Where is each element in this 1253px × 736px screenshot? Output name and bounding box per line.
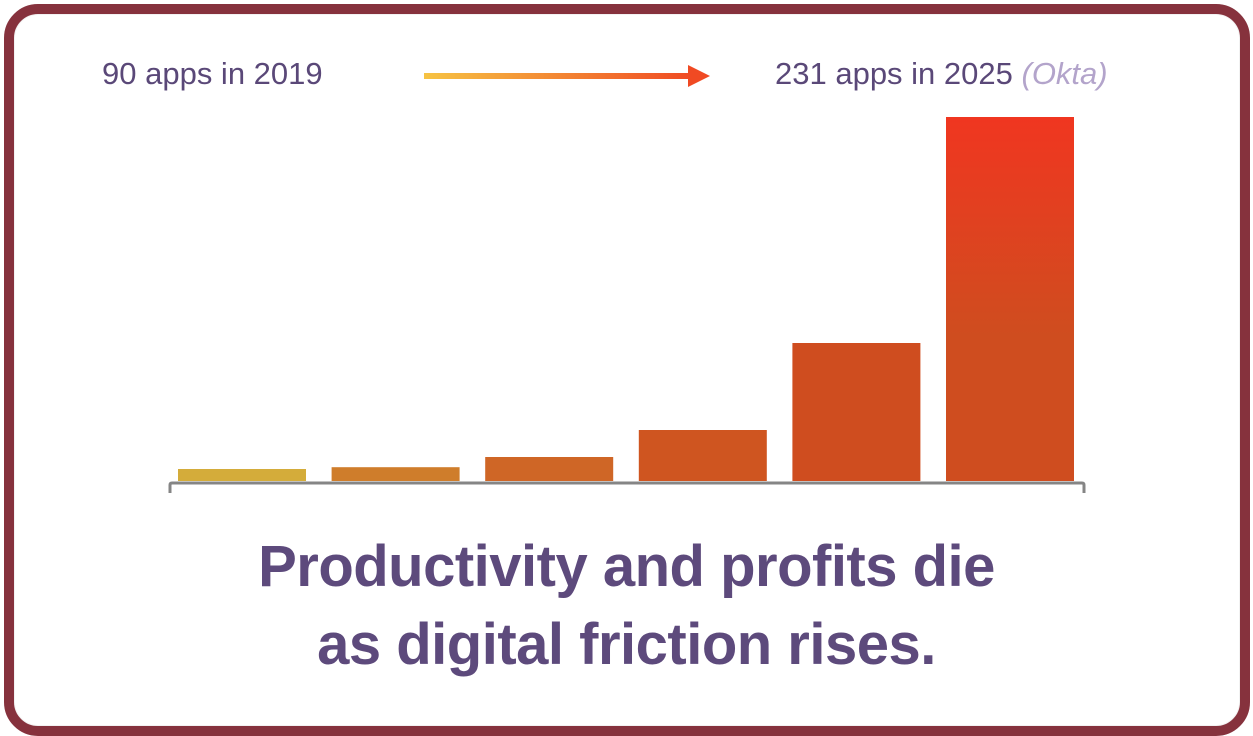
- start-count-label: 90 apps in 2019: [102, 56, 323, 91]
- headline-line-1: Productivity and profits die: [258, 534, 995, 599]
- headline: Productivity and profits die as digital …: [0, 528, 1253, 684]
- source-note: (Okta): [1021, 56, 1108, 91]
- end-count-text: 231 apps in 2025: [775, 56, 1013, 91]
- bar-5: [792, 343, 921, 481]
- end-count-label: 231 apps in 2025 (Okta): [775, 56, 1108, 92]
- bar-1: [178, 469, 306, 481]
- bars-group: [178, 117, 1074, 481]
- bar-3: [485, 457, 614, 481]
- bar-4: [638, 430, 767, 481]
- headline-line-2: as digital friction rises.: [317, 612, 936, 677]
- bar-6: [946, 117, 1074, 481]
- right-arrow-icon: [424, 65, 710, 87]
- x-axis-bracket: [168, 481, 1086, 493]
- bar-2: [331, 467, 460, 481]
